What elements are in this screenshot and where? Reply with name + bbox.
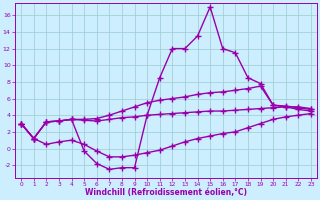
X-axis label: Windchill (Refroidissement éolien,°C): Windchill (Refroidissement éolien,°C) bbox=[85, 188, 247, 197]
